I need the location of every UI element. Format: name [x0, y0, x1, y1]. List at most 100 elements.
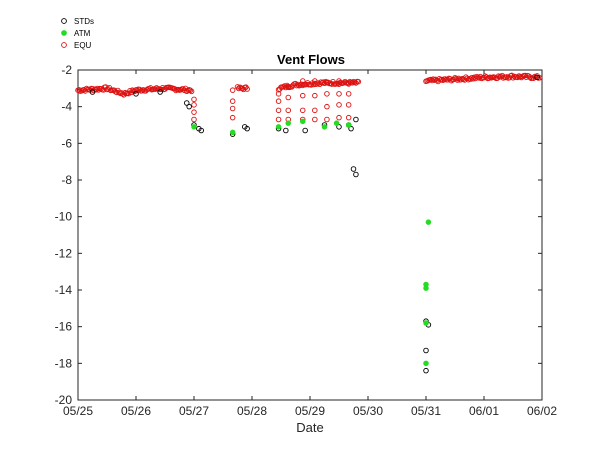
- x-axis: 05/25 05/26 05/27 05/28 05/29 05/30 05/31 06/01…: [63, 70, 557, 418]
- stds-point: [89, 89, 96, 95]
- legend-label: EQU: [74, 41, 92, 50]
- equ-point: [229, 98, 236, 104]
- data-marks: [75, 72, 543, 374]
- atm-point: [425, 219, 432, 225]
- equ-point: [191, 109, 197, 115]
- x-tick-label: 05/27: [179, 404, 209, 418]
- equ-point: [275, 98, 282, 104]
- atm-point: [300, 118, 306, 125]
- stds-point: [353, 171, 359, 178]
- equ-point: [191, 96, 197, 103]
- stds-point: [423, 367, 429, 374]
- atm-point: [191, 124, 197, 130]
- stds-point: [423, 347, 429, 354]
- plot-area: 05/25 05/26 05/27 05/28 05/29 05/30 05/31 06/01…: [55, 63, 558, 418]
- x-axis-title: Date: [296, 420, 323, 435]
- stds-point: [348, 125, 354, 132]
- equ-point: [495, 73, 502, 79]
- equ-point: [275, 107, 282, 114]
- atm-point: [229, 129, 236, 136]
- equ-point: [158, 86, 165, 93]
- equ-point: [345, 102, 352, 108]
- y-tick-label: -14: [55, 283, 73, 297]
- x-tick-label: 05/28: [237, 404, 267, 418]
- equ-point: [285, 94, 292, 101]
- equ-point: [324, 80, 330, 86]
- stds-point: [353, 116, 359, 123]
- equ-point: [188, 88, 195, 95]
- equ-point: [191, 102, 197, 108]
- equ-point: [177, 86, 184, 93]
- legend-label: STDs: [74, 17, 94, 26]
- plot-frame: [77, 69, 543, 401]
- equ-point: [336, 114, 342, 121]
- equ-point: [122, 89, 128, 96]
- y-tick-label: -6: [61, 136, 72, 150]
- equ-point: [324, 91, 330, 97]
- atm-point: [333, 120, 340, 126]
- x-tick-label: 06/02: [527, 404, 557, 418]
- equ-point: [312, 78, 318, 84]
- y-tick-label: -2: [61, 63, 72, 77]
- y-tick-label: -8: [61, 173, 72, 187]
- equ-point: [345, 114, 352, 121]
- equ-point: [355, 78, 362, 85]
- equ-point: [312, 116, 318, 123]
- equ-point: [454, 77, 461, 83]
- equ-point: [244, 86, 250, 92]
- stds-point: [198, 127, 204, 134]
- x-tick-label: 05/31: [411, 404, 441, 418]
- equ-point: [187, 87, 194, 94]
- atm-point: [423, 320, 429, 326]
- equ-point: [293, 82, 300, 89]
- equ-point: [300, 78, 306, 84]
- y-tick-label: -18: [55, 356, 73, 370]
- stds-point: [244, 125, 250, 132]
- equ-point: [458, 76, 464, 83]
- y-axis: -20 -18 -16 -14 -12 -10 -8 -6 -4 -2: [55, 63, 542, 407]
- equ-point: [229, 105, 236, 112]
- equ-point: [504, 74, 510, 80]
- stds-point: [186, 103, 192, 110]
- y-tick-label: -12: [55, 246, 73, 260]
- equ-point: [94, 85, 101, 92]
- y-tick-label: -16: [55, 320, 73, 334]
- equ-point: [312, 92, 318, 99]
- stds-point: [283, 127, 289, 134]
- equ-point: [486, 75, 492, 81]
- legend-marker: [61, 18, 67, 24]
- equ-point: [229, 87, 236, 93]
- atm-point: [275, 124, 282, 130]
- equ-point: [300, 107, 306, 114]
- atm-point: [285, 120, 292, 126]
- y-tick-label: -10: [55, 210, 73, 224]
- equ-point: [300, 92, 306, 99]
- equ-point: [336, 102, 342, 108]
- stds-point: [350, 166, 357, 172]
- equ-point: [536, 75, 543, 81]
- equ-point: [336, 91, 342, 97]
- y-tick-label: -20: [55, 393, 73, 407]
- legend: STDs ATM EQU: [61, 17, 94, 50]
- chart-title: Vent Flows: [277, 52, 345, 67]
- stds-point: [534, 74, 540, 81]
- equ-point: [312, 107, 318, 114]
- equ-point: [345, 91, 352, 97]
- atm-point: [423, 360, 429, 367]
- x-tick-label: 05/25: [63, 404, 93, 418]
- stds-point: [183, 100, 190, 106]
- x-tick-label: 05/30: [353, 404, 383, 418]
- equ-point: [324, 103, 330, 110]
- x-tick-label: 05/26: [121, 404, 151, 418]
- equ-point: [349, 80, 356, 86]
- equ-point: [234, 84, 241, 90]
- atm-point: [321, 124, 328, 130]
- atm-point: [423, 285, 429, 291]
- y-tick-label: -4: [61, 100, 72, 114]
- equ-point: [310, 81, 317, 88]
- x-tick-label: 05/29: [295, 404, 325, 418]
- atm-point: [345, 122, 352, 128]
- equ-point: [229, 114, 236, 121]
- equ-point: [191, 116, 197, 123]
